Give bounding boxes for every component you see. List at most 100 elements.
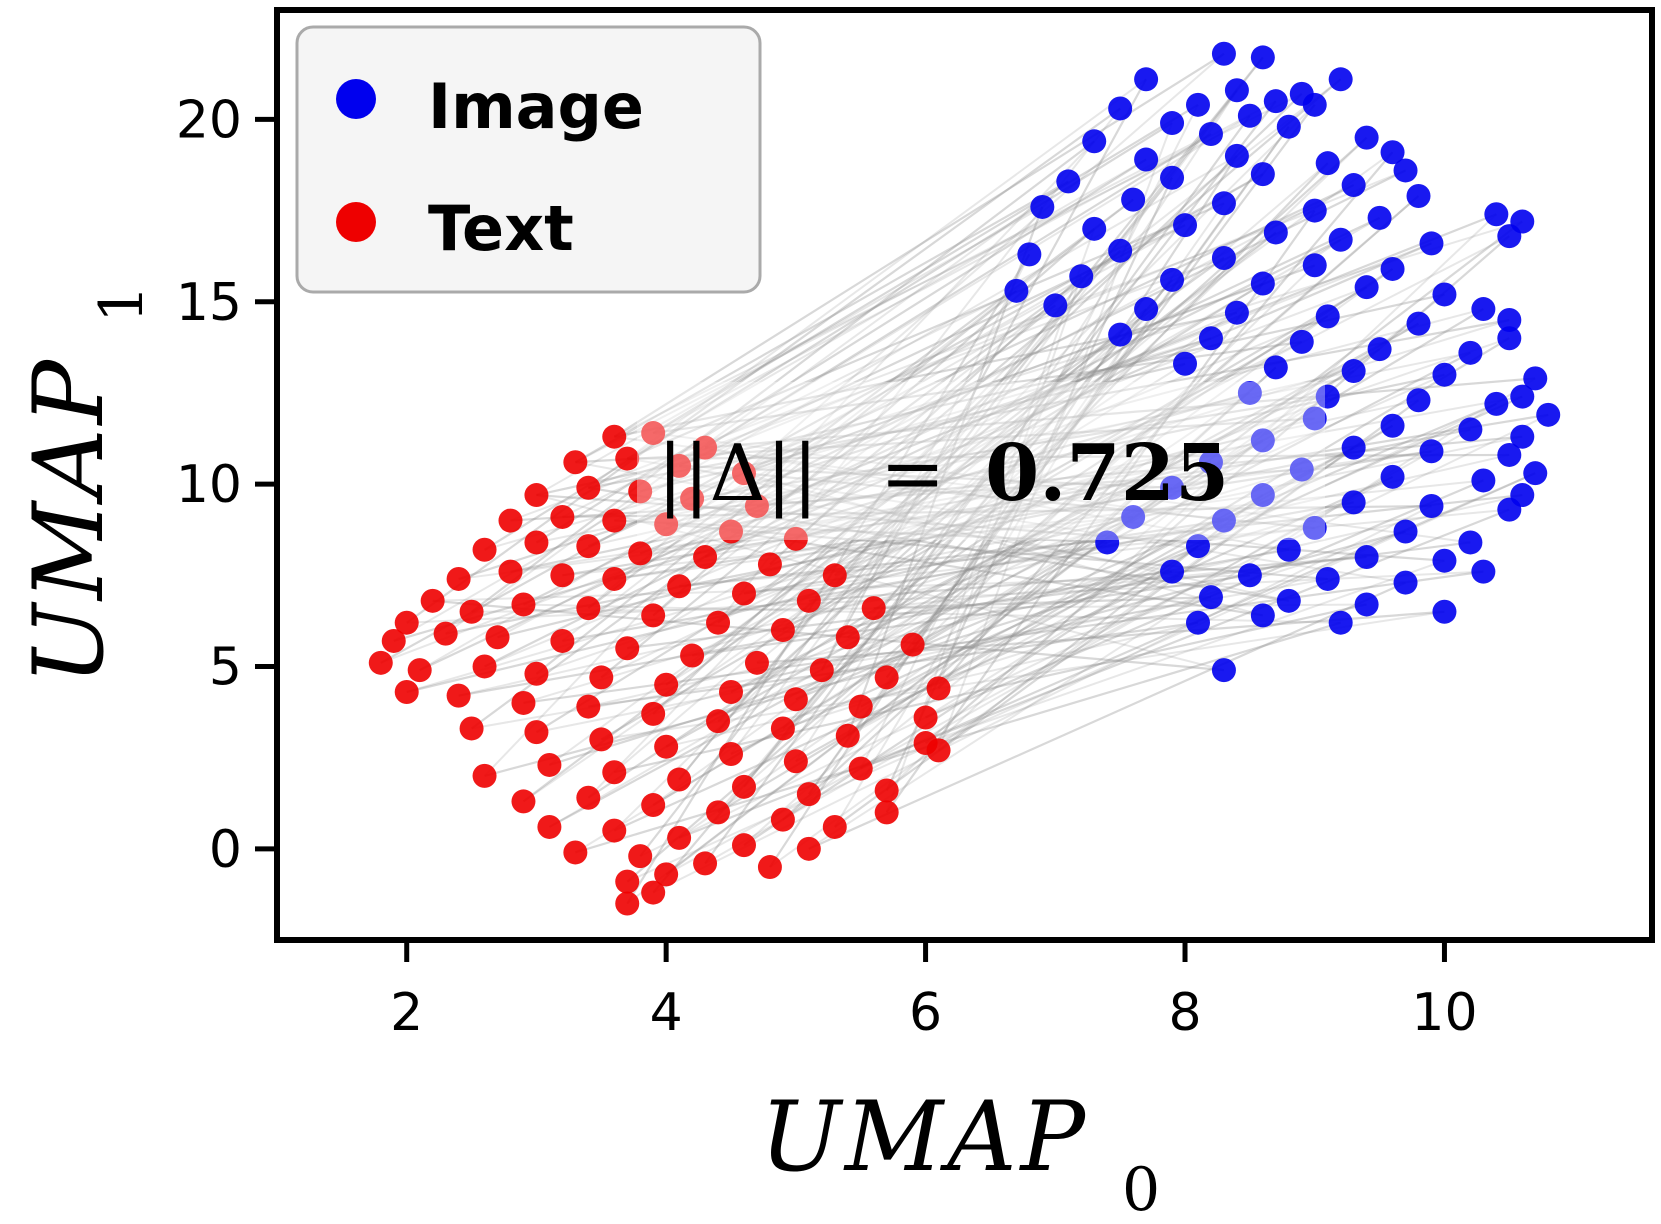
text-point bbox=[537, 752, 562, 777]
image-point bbox=[1108, 322, 1133, 347]
image-point bbox=[1185, 534, 1210, 559]
image-point bbox=[1354, 275, 1379, 300]
image-point bbox=[1160, 267, 1185, 292]
image-point bbox=[1082, 129, 1107, 154]
text-point bbox=[394, 680, 419, 704]
image-point bbox=[1211, 191, 1236, 216]
connector-line bbox=[613, 333, 1121, 832]
x-axis-label-subscript: 0 bbox=[1122, 1155, 1160, 1224]
connector-line bbox=[795, 89, 1238, 762]
text-point bbox=[563, 840, 588, 865]
text-point bbox=[770, 618, 795, 642]
connector-line bbox=[445, 180, 1069, 635]
connector-line bbox=[730, 395, 1523, 756]
image-point bbox=[1380, 140, 1405, 165]
text-point bbox=[926, 676, 951, 701]
image-point bbox=[1250, 162, 1275, 187]
text-point bbox=[641, 793, 666, 818]
connector-line bbox=[614, 311, 1238, 438]
connector-line bbox=[847, 322, 1420, 639]
annotation-equals: = bbox=[880, 429, 945, 519]
text-point bbox=[459, 599, 484, 624]
image-point bbox=[1173, 213, 1198, 238]
connector-line bbox=[730, 530, 1264, 617]
text-point bbox=[459, 716, 484, 741]
text-point bbox=[796, 836, 821, 861]
image-point bbox=[1341, 490, 1366, 515]
image-point bbox=[1497, 308, 1522, 332]
connector-line bbox=[704, 399, 1419, 559]
text-point bbox=[731, 774, 756, 799]
connector-line bbox=[885, 264, 1316, 679]
text-point bbox=[628, 479, 653, 504]
connector-line bbox=[588, 370, 1354, 548]
connector-line bbox=[380, 286, 1367, 664]
image-point bbox=[1419, 231, 1444, 256]
text-point bbox=[731, 833, 756, 858]
connector-line bbox=[704, 115, 1251, 865]
text-point bbox=[654, 734, 679, 759]
text-point bbox=[719, 680, 744, 704]
text-point bbox=[680, 643, 705, 668]
image-point bbox=[1497, 326, 1522, 351]
x-tick-label: 8 bbox=[1168, 983, 1201, 1043]
text-point bbox=[498, 559, 523, 584]
image-point bbox=[1276, 537, 1301, 562]
connector-line bbox=[484, 238, 1342, 668]
image-point bbox=[1354, 545, 1379, 570]
text-point bbox=[731, 581, 756, 606]
image-point bbox=[1380, 413, 1405, 438]
connector-line bbox=[665, 220, 1523, 876]
connector-line bbox=[587, 268, 1394, 799]
connector-line bbox=[743, 366, 1277, 846]
connector-line bbox=[587, 53, 1225, 609]
text-point bbox=[576, 596, 601, 621]
image-point bbox=[1250, 271, 1275, 296]
image-point bbox=[1289, 457, 1314, 482]
connector-line bbox=[575, 621, 1341, 854]
text-point bbox=[848, 756, 873, 781]
connector-line bbox=[587, 198, 1134, 609]
connector-line bbox=[613, 282, 1264, 522]
connector-line bbox=[795, 392, 1251, 701]
image-point bbox=[1211, 658, 1236, 683]
text-point bbox=[706, 800, 731, 825]
image-point bbox=[1497, 497, 1522, 522]
text-point bbox=[731, 461, 756, 486]
connector-line bbox=[600, 315, 1329, 741]
image-point bbox=[1224, 300, 1249, 325]
image-point bbox=[1017, 242, 1042, 267]
connector-line bbox=[808, 541, 1108, 602]
image-point bbox=[1393, 158, 1418, 183]
text-point bbox=[796, 782, 821, 807]
text-point bbox=[615, 636, 640, 661]
connector-line bbox=[808, 377, 1536, 850]
text-point bbox=[576, 534, 601, 559]
text-point bbox=[524, 661, 549, 686]
image-point bbox=[1315, 151, 1340, 176]
image-point bbox=[1471, 468, 1496, 493]
connector-line bbox=[652, 100, 1277, 434]
image-point bbox=[1341, 173, 1366, 198]
connector-line bbox=[756, 231, 1277, 664]
image-point bbox=[1121, 187, 1146, 212]
text-point bbox=[822, 563, 847, 588]
image-point bbox=[1302, 92, 1327, 117]
image-point bbox=[1497, 442, 1522, 467]
image-point bbox=[1432, 282, 1457, 307]
image-point bbox=[1198, 122, 1223, 146]
x-tick-label: 10 bbox=[1411, 983, 1477, 1043]
text-point bbox=[783, 526, 808, 551]
image-point bbox=[1406, 184, 1431, 208]
connector-line bbox=[574, 180, 1069, 464]
image-point bbox=[1536, 402, 1561, 427]
image-point bbox=[1185, 92, 1210, 117]
connector-line bbox=[626, 486, 1173, 905]
image-point bbox=[1393, 570, 1418, 595]
text-point bbox=[693, 851, 718, 876]
connector-line bbox=[652, 501, 1354, 715]
image-point bbox=[1082, 216, 1107, 241]
image-point bbox=[1108, 238, 1133, 263]
connector-line bbox=[587, 184, 1355, 548]
image-point bbox=[1160, 165, 1185, 190]
